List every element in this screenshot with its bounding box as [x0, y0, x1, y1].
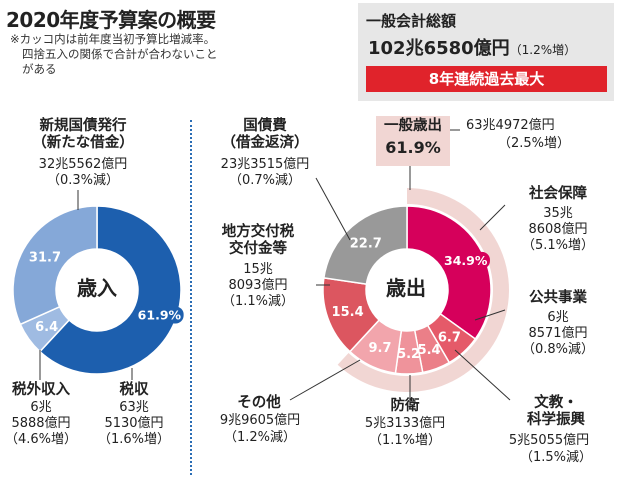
tax-change: （1.6%増）	[97, 432, 171, 447]
section-divider	[190, 120, 192, 475]
local-grants-amount-1: 15兆	[243, 262, 273, 277]
slice-label-bg	[441, 251, 490, 269]
slice-国債費	[323, 205, 408, 285]
other-label: その他	[237, 395, 281, 411]
non-tax-label: 税外収入	[12, 382, 70, 398]
slice-label-税外収入: 6.4	[35, 320, 58, 335]
defense-label: 防衛	[390, 398, 420, 414]
general-expenditure-callout	[376, 116, 450, 166]
public-works-amount-2: 8571億円	[528, 326, 588, 341]
social-security-amount-1: 35兆	[543, 206, 573, 221]
slice-label-bg	[135, 306, 184, 324]
slice-label-国債費: 22.7	[350, 236, 382, 251]
public-works-label: 公共事業	[529, 290, 587, 306]
defense-amount: 5兆3133億円	[364, 416, 446, 431]
debt-service-change: （0.7%減）	[228, 173, 302, 188]
non-tax-amount-2: 5888億円	[11, 416, 71, 431]
local-grants-label: 地方交付税 交付金等	[221, 224, 295, 257]
slice-labels: 61.9% 6.4 31.7 34.9% 6.75.45.2 9.7 15.4 22.7	[29, 236, 490, 362]
leader-lines	[39, 129, 511, 401]
local-grants-change: （1.1%減）	[221, 294, 295, 309]
slice-label-文教・科学振興: 5.4	[418, 343, 441, 358]
leader-line	[479, 204, 506, 231]
page-title: 2020年度予算案の概要	[6, 8, 216, 32]
revenue-center-label: 歳入	[77, 276, 117, 300]
slice-label-新規国債発行: 31.7	[29, 250, 61, 265]
social-security-amount-2: 8608億円	[528, 222, 588, 237]
leader-line	[289, 359, 361, 401]
slice-label-その他: 9.7	[368, 341, 391, 356]
total-label: 一般会計総額	[366, 12, 457, 30]
new-bonds-label: 新規国債発行 （新たな借金）	[32, 118, 134, 151]
non-tax-change: （4.6%増）	[4, 432, 78, 447]
debt-service-amount: 23兆3515億円	[220, 157, 310, 172]
expenditure-center-label: 歳出	[386, 276, 426, 300]
education-amount: 5兆5055億円	[508, 433, 590, 448]
general-expenditure-name: 一般歳出	[384, 118, 442, 134]
social-security-change: （5.1%増）	[521, 238, 595, 253]
tax-amount-2: 5130億円	[104, 416, 164, 431]
general-expenditure-amount: 63兆4972億円	[466, 118, 555, 133]
other-amount: 9兆9605億円	[219, 413, 301, 428]
slice-税収	[38, 205, 182, 375]
total-change: （1.2%増）	[509, 43, 577, 57]
general-expenditure-change: （2.5%増）	[498, 136, 571, 151]
tax-label: 税収	[119, 382, 149, 398]
note-line-3: がある	[22, 62, 57, 76]
non-tax-amount-1: 6兆	[30, 400, 52, 415]
new-bonds-amount: 32兆5562億円	[38, 157, 128, 172]
slice-社会保障	[406, 205, 492, 340]
public-works-amount-1: 6兆	[547, 310, 569, 325]
expenditure-donut	[322, 205, 492, 375]
total-amount: 102兆6580億円	[368, 38, 510, 59]
slice-label-防衛: 5.2	[397, 347, 420, 362]
total-value: 102兆6580億円（1.2%増）	[368, 34, 576, 60]
defense-change: （1.1%増）	[368, 433, 442, 448]
slice-label-公共事業: 6.7	[438, 331, 461, 346]
leader-line	[474, 309, 506, 321]
social-security-label: 社会保障	[529, 186, 587, 202]
education-label: 文教・ 科学振興	[527, 395, 585, 428]
new-bonds-change: （0.3%減）	[46, 173, 120, 188]
other-change: （1.2%減）	[223, 430, 297, 445]
tax-amount-1: 63兆	[119, 400, 149, 415]
note-line-2: 四捨五入の関係で合計が合わないこと	[22, 47, 218, 61]
slice-label-税収: 61.9%	[138, 307, 182, 322]
record-banner: 8年連続過去最大	[366, 66, 607, 92]
slice-新規国債発行	[12, 205, 98, 326]
revenue-donut	[12, 205, 182, 375]
slice-label-社会保障: 34.9%	[444, 253, 488, 268]
leader-line	[315, 177, 351, 241]
debt-service-label: 国債費 （借金返済）	[221, 118, 309, 151]
education-change: （1.5%減）	[519, 450, 593, 465]
general-expenditure-share: 61.9%	[385, 138, 441, 157]
general-expenditure-arc	[337, 188, 509, 392]
local-grants-amount-2: 8093億円	[228, 278, 288, 293]
leader-line	[454, 349, 511, 401]
general-expenditure-band	[337, 188, 509, 392]
slice-label-地方交付税交付金等: 15.4	[332, 305, 364, 320]
public-works-change: （0.8%減）	[521, 342, 595, 357]
note-line-1: ※カッコ内は前年度当初予算比増減率。	[10, 32, 216, 46]
